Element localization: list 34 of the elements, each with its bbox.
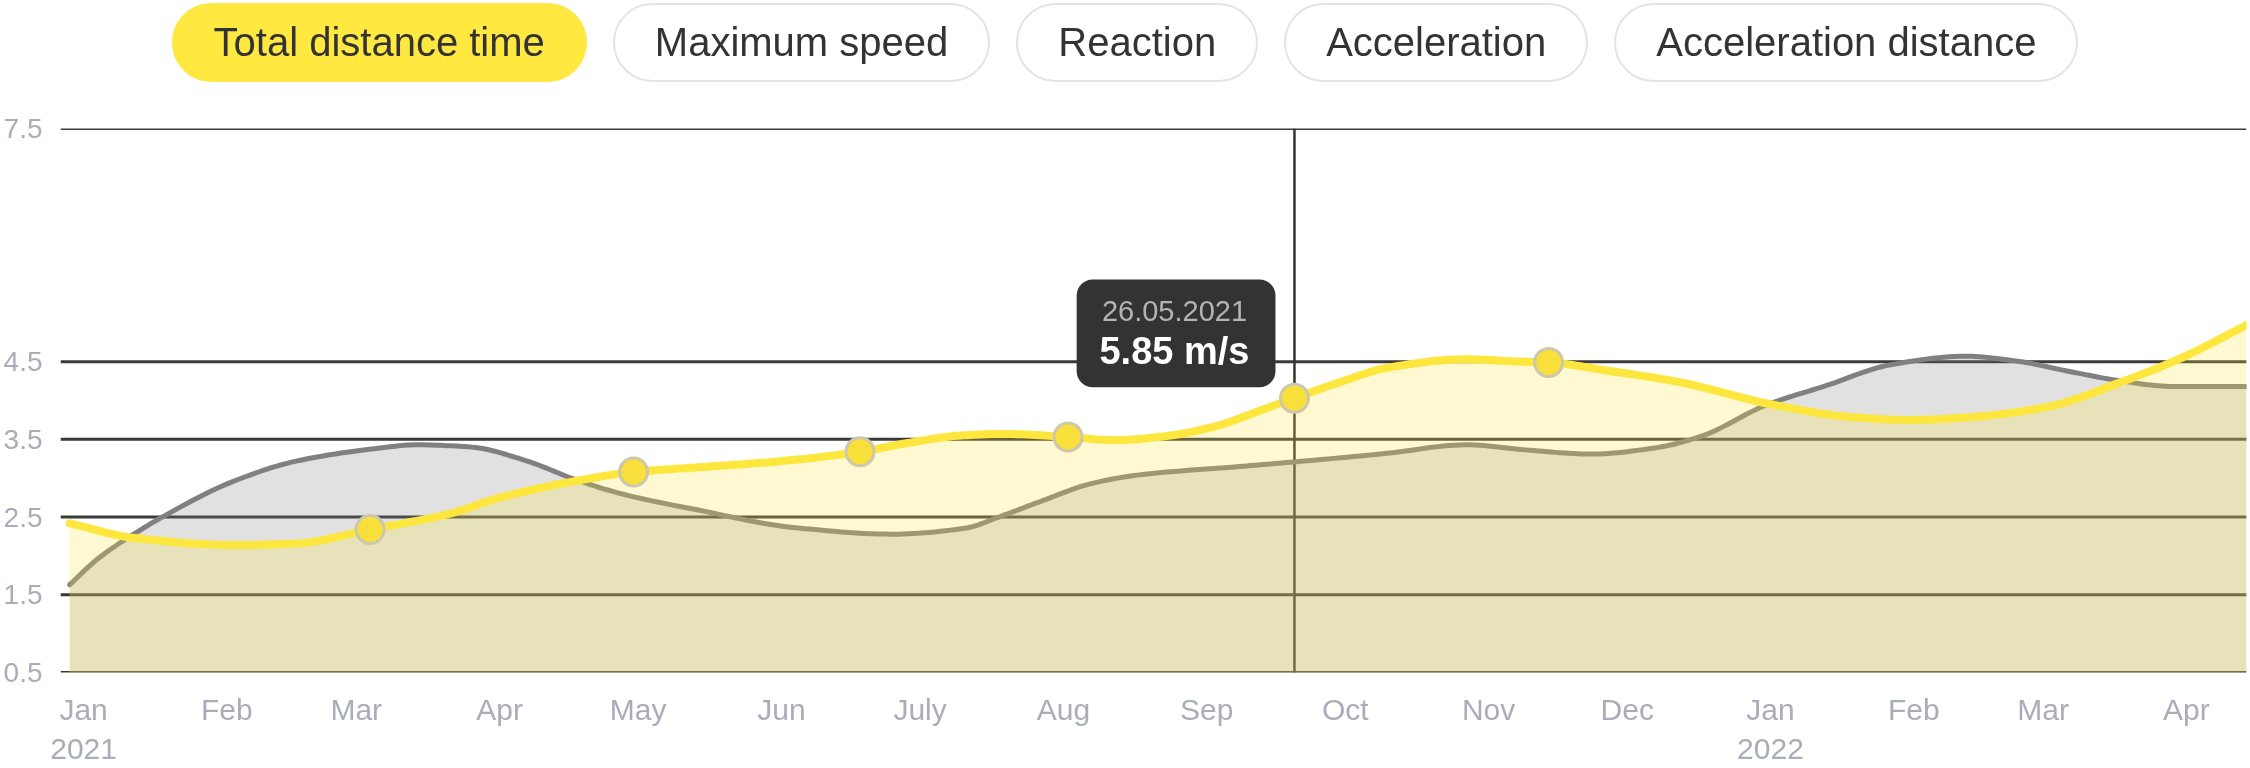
text: Maximum speed — [612, 3, 991, 82]
x-tick-label: Sep — [1179, 692, 1234, 726]
x-tick-label: Mar — [330, 692, 383, 726]
y-tick-label: 2.5 — [3, 501, 43, 533]
x-tick-label: May — [609, 692, 667, 726]
x-tick-label: Mar — [2017, 692, 2069, 726]
x-tick-label: Apr — [476, 692, 523, 726]
y-tick-label: 7.5 — [3, 113, 43, 144]
x-tick-label: Nov — [1461, 692, 1516, 726]
y-tick-label: 3.5 — [3, 423, 43, 455]
text: Reaction — [1016, 3, 1259, 82]
x-tick-label: Dec — [1600, 692, 1654, 726]
y-tick-label: 4.5 — [3, 346, 43, 378]
point — [1052, 421, 1084, 453]
x-tick-label: July — [893, 692, 947, 726]
point — [844, 436, 876, 468]
x-tick-label: Feb — [1887, 692, 1940, 726]
x-tick-label: Apr — [2163, 692, 2210, 726]
point — [354, 514, 386, 545]
point — [1278, 382, 1310, 414]
y-tick-label: 0.5 — [3, 657, 43, 688]
x-tick-label: Aug — [1036, 692, 1091, 726]
y-tick-label: 1.5 — [3, 579, 43, 611]
text: Acceleration — [1284, 3, 1589, 82]
x-tick-label: Feb — [201, 692, 253, 726]
x-tick-label: Jan 2021 — [50, 692, 117, 766]
x-tick-label: Oct — [1321, 692, 1370, 726]
annotation: 26.05.2021 5.85 m/s — [1099, 295, 1250, 373]
point — [1533, 346, 1565, 378]
text: Acceleration distance — [1614, 3, 2079, 82]
x-tick-label: Jan 2022 — [1737, 692, 1804, 766]
x-tick-label: Jun — [757, 692, 806, 726]
point — [618, 456, 650, 488]
chart-title: Total distance time — [171, 3, 587, 82]
